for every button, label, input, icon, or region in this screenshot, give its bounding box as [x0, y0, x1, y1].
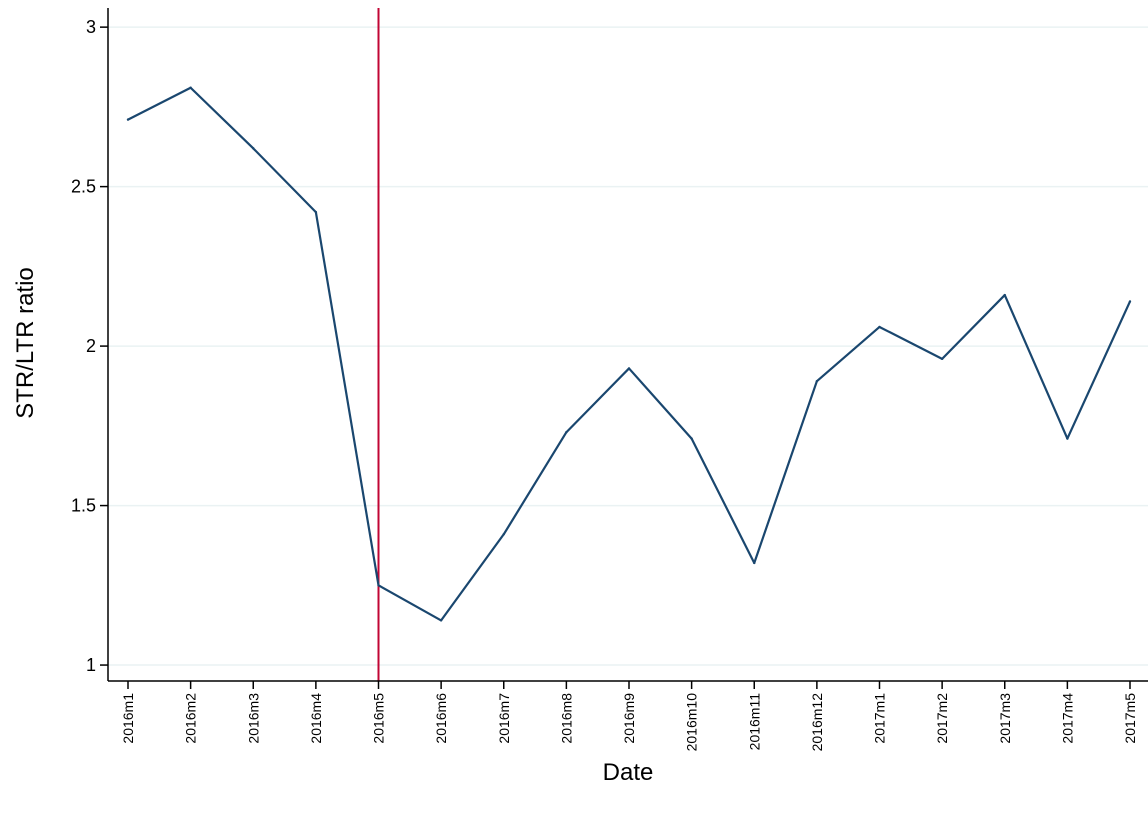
data-point [439, 619, 443, 622]
y-tick-label: 3 [86, 17, 96, 37]
data-point [627, 367, 631, 370]
data-point [502, 533, 505, 536]
y-tick-label: 1.5 [71, 496, 96, 516]
x-tick-label: 2016m12 [809, 693, 825, 752]
data-point [189, 86, 192, 89]
x-axis-title: Date [603, 759, 654, 786]
x-tick-label: 2016m11 [746, 693, 762, 751]
data-point [940, 357, 944, 361]
data-point [1066, 437, 1069, 440]
y-axis-title: STR/LTR ratio [12, 267, 39, 419]
x-tick-label: 2016m3 [245, 693, 261, 744]
data-point [252, 147, 255, 150]
y-tick-label: 1 [86, 655, 96, 675]
x-tick-label: 2017m1 [872, 693, 888, 744]
series-layer [126, 86, 1132, 622]
x-tick-label: 2016m8 [558, 693, 574, 744]
data-point [753, 561, 756, 565]
x-tick-label: 2016m10 [684, 693, 700, 752]
x-tick-label: 2016m5 [371, 693, 387, 744]
x-tick-label: 2016m7 [496, 693, 512, 744]
data-point [377, 584, 380, 587]
data-point [565, 431, 568, 434]
x-tick-label: 2016m4 [308, 693, 324, 744]
x-tick-label: 2017m2 [934, 693, 950, 744]
x-tick-label: 2016m2 [183, 693, 199, 744]
data-point [126, 118, 130, 121]
data-point [1003, 293, 1006, 297]
data-point [878, 325, 881, 329]
y-tick-label: 2.5 [71, 177, 96, 197]
x-axis-ticks: 2016m1 2016m2 2016m3 2016m4 2016m5 2016m6 2016… [120, 681, 1138, 751]
x-tick-label: 2016m9 [621, 693, 637, 744]
series-line [127, 86, 1132, 622]
gridlines [108, 26, 1148, 666]
x-tick-label: 2016m6 [433, 693, 449, 744]
y-axis-ticks: 1 1.5 2 2.5 3 [71, 17, 108, 675]
data-point [690, 437, 693, 440]
y-tick-label: 2 [86, 336, 96, 356]
x-tick-label: 2017m5 [1122, 693, 1138, 744]
axes [107, 8, 1148, 682]
x-tick-label: 2017m4 [1059, 693, 1075, 744]
data-point [314, 210, 318, 214]
data-point [1128, 300, 1132, 303]
data-point [815, 379, 819, 383]
x-tick-label: 2017m3 [997, 693, 1013, 744]
x-tick-label: 2016m1 [120, 693, 136, 744]
